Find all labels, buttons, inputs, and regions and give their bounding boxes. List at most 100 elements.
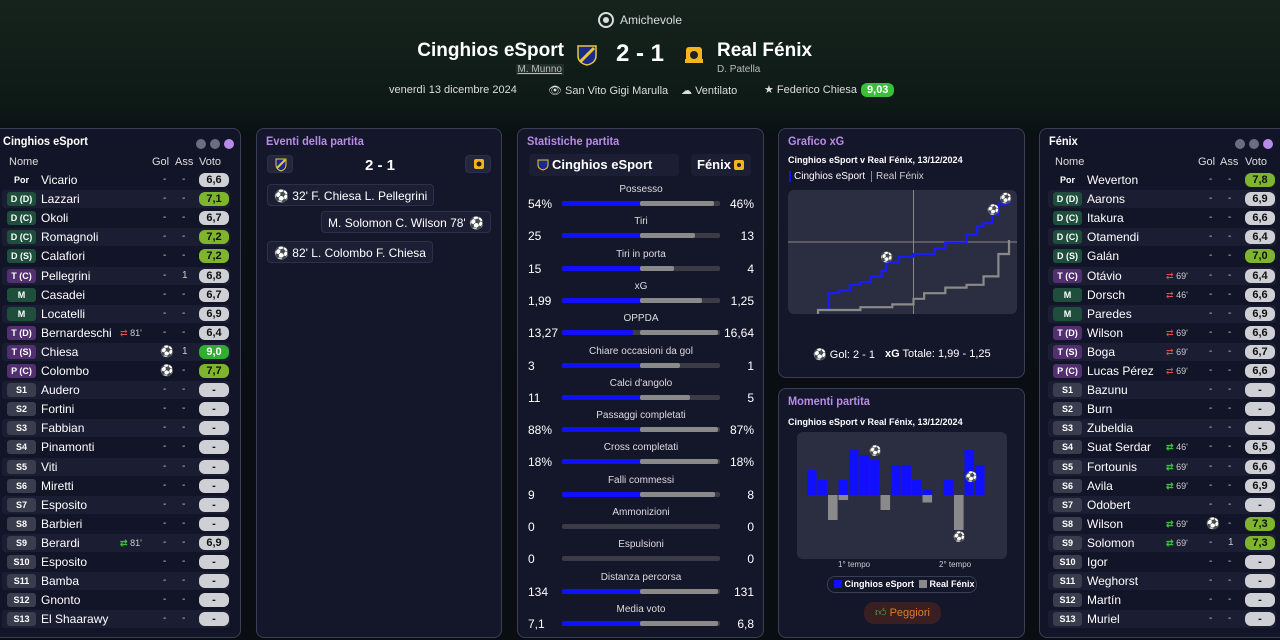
player-name[interactable]: Solomon: [1087, 535, 1135, 550]
player-name[interactable]: Vicario: [41, 173, 78, 187]
player-row[interactable]: S12 Martín - - -: [1048, 591, 1276, 609]
col-voto[interactable]: Voto: [199, 156, 222, 168]
player-row[interactable]: S9 Berardi ⇄ 81' - - 6,9: [2, 533, 230, 552]
player-name[interactable]: Burn: [1087, 402, 1113, 417]
player-name[interactable]: Odobert: [1087, 497, 1131, 512]
player-row[interactable]: D (C) Romagnoli - - 7,2: [2, 228, 230, 247]
player-name[interactable]: Pinamonti: [41, 440, 95, 455]
player-row[interactable]: D (S) Calafiori - - 7,2: [2, 247, 230, 265]
player-row[interactable]: T (C) Pellegrini - 1 6,8: [2, 266, 230, 285]
player-row[interactable]: M Locatelli - - 6,9: [2, 304, 230, 323]
away-team-name[interactable]: Real Fénix: [717, 40, 813, 61]
player-row[interactable]: D (C) Okoli - - 6,7: [2, 209, 230, 227]
player-row[interactable]: S6 Miretti - - -: [2, 477, 230, 495]
player-row[interactable]: P (C) Colombo ⚽ - 7,7: [2, 362, 230, 380]
col-name[interactable]: Nome: [9, 156, 39, 168]
player-row[interactable]: D (C) Itakura - - 6,6: [1048, 209, 1276, 227]
col-gol[interactable]: Gol: [1198, 156, 1216, 168]
player-row[interactable]: S4 Pinamonti - - -: [2, 438, 230, 456]
player-name[interactable]: Locatelli: [41, 306, 86, 321]
player-row[interactable]: T (D) Bernardeschi ⇄ 81' - - 6,4: [2, 324, 230, 342]
player-row[interactable]: S9 Solomon ⇄ 69' - 1 7,3: [1048, 533, 1276, 552]
player-name[interactable]: Weverton: [1087, 173, 1139, 187]
col-name[interactable]: Nome: [1055, 156, 1085, 168]
player-name[interactable]: Bernardeschi: [41, 325, 112, 340]
away-coach[interactable]: D. Patella: [717, 64, 761, 75]
goal-event[interactable]: M. Solomon C. Wilson 78' ⚽: [321, 211, 491, 233]
col-voto[interactable]: Voto: [1245, 156, 1268, 168]
player-name[interactable]: Igor: [1087, 555, 1108, 569]
player-name[interactable]: El Shaarawy: [41, 612, 109, 627]
player-row[interactable]: M Casadei - - 6,7: [2, 286, 230, 304]
peggiori-button[interactable]: 👍︎ Peggiori: [864, 602, 941, 624]
view-dot[interactable]: [210, 139, 220, 149]
player-name[interactable]: Esposito: [41, 497, 88, 512]
player-name[interactable]: Casadei: [41, 287, 86, 302]
player-name[interactable]: Romagnoli: [41, 230, 99, 245]
player-row[interactable]: S12 Gnonto - - -: [2, 591, 230, 609]
view-switcher[interactable]: [1231, 138, 1273, 152]
player-name[interactable]: Fortounis: [1087, 459, 1138, 474]
player-name[interactable]: Paredes: [1087, 306, 1132, 321]
goal-event[interactable]: ⚽ 82' L. Colombo F. Chiesa: [267, 241, 433, 263]
player-row[interactable]: S2 Fortini - - -: [2, 400, 230, 418]
player-name[interactable]: Bamba: [41, 574, 80, 589]
player-row[interactable]: T (C) Otávio ⇄ 69' - - 6,4: [1048, 266, 1276, 285]
stats-home-team[interactable]: Cinghios eSport: [529, 154, 679, 176]
player-row[interactable]: D (D) Lazzari - - 7,1: [2, 190, 230, 209]
player-name[interactable]: Lazzari: [41, 192, 80, 207]
player-row[interactable]: T (S) Chiesa ⚽ 1 9,0: [2, 342, 230, 361]
view-dot[interactable]: [1263, 139, 1273, 149]
player-name[interactable]: Miretti: [41, 478, 74, 493]
player-row[interactable]: Por Weverton - - 7,8: [1048, 171, 1276, 189]
player-row[interactable]: M Dorsch ⇄ 46' - - 6,6: [1048, 286, 1276, 304]
player-row[interactable]: M Paredes - - 6,9: [1048, 304, 1276, 323]
player-row[interactable]: S1 Audero - - -: [2, 381, 230, 400]
player-row[interactable]: D (C) Otamendi - - 6,4: [1048, 228, 1276, 247]
player-row[interactable]: S2 Burn - - -: [1048, 400, 1276, 418]
player-name[interactable]: Otávio: [1087, 268, 1122, 283]
player-name[interactable]: Fortini: [41, 402, 75, 417]
player-name[interactable]: Viti: [41, 459, 58, 474]
player-row[interactable]: S7 Odobert - - -: [1048, 495, 1276, 514]
player-row[interactable]: S11 Weghorst - - -: [1048, 572, 1276, 591]
player-name[interactable]: Otamendi: [1087, 230, 1140, 245]
player-row[interactable]: S10 Igor - - -: [1048, 553, 1276, 571]
player-name[interactable]: Wilson: [1087, 516, 1124, 531]
player-name[interactable]: Weghorst: [1087, 574, 1139, 589]
player-name[interactable]: Suat Serdar: [1087, 440, 1152, 455]
player-name[interactable]: Okoli: [41, 211, 69, 226]
player-name[interactable]: Bazunu: [1087, 383, 1128, 398]
player-row[interactable]: S3 Zubeldia - - -: [1048, 419, 1276, 438]
player-name[interactable]: Galán: [1087, 249, 1120, 264]
player-row[interactable]: T (D) Wilson ⇄ 69' - - 6,6: [1048, 324, 1276, 342]
player-row[interactable]: T (S) Boga ⇄ 69' - - 6,7: [1048, 342, 1276, 361]
player-row[interactable]: S1 Bazunu - - -: [1048, 381, 1276, 400]
view-dot[interactable]: [196, 139, 206, 149]
player-row[interactable]: S13 El Shaarawy - - -: [2, 610, 230, 629]
player-row[interactable]: S4 Suat Serdar ⇄ 46' - - 6,5: [1048, 438, 1276, 456]
player-row[interactable]: S5 Viti - - -: [2, 457, 230, 476]
player-row[interactable]: S5 Fortounis ⇄ 69' - - 6,6: [1048, 457, 1276, 476]
view-dot[interactable]: [1249, 139, 1259, 149]
player-name[interactable]: Itakura: [1087, 211, 1124, 226]
player-name[interactable]: Calafiori: [41, 249, 86, 264]
col-ass[interactable]: Ass: [1220, 156, 1239, 168]
col-ass[interactable]: Ass: [175, 156, 194, 168]
player-name[interactable]: Esposito: [41, 555, 88, 569]
player-name[interactable]: Avila: [1087, 478, 1113, 493]
player-name[interactable]: Pellegrini: [41, 268, 91, 283]
player-row[interactable]: D (D) Aarons - - 6,9: [1048, 190, 1276, 209]
player-name[interactable]: Chiesa: [41, 344, 79, 359]
player-name[interactable]: Wilson: [1087, 325, 1124, 340]
player-name[interactable]: Dorsch: [1087, 287, 1126, 302]
player-row[interactable]: S7 Esposito - - -: [2, 495, 230, 514]
player-name[interactable]: Gnonto: [41, 593, 81, 608]
player-name[interactable]: Barbieri: [41, 516, 83, 531]
view-switcher[interactable]: [192, 138, 234, 152]
player-name[interactable]: Zubeldia: [1087, 421, 1134, 436]
stats-away-team[interactable]: Fénix: [691, 154, 751, 176]
player-row[interactable]: S10 Esposito - - -: [2, 553, 230, 571]
player-name[interactable]: Colombo: [41, 364, 90, 378]
player-row[interactable]: S3 Fabbian - - -: [2, 419, 230, 438]
